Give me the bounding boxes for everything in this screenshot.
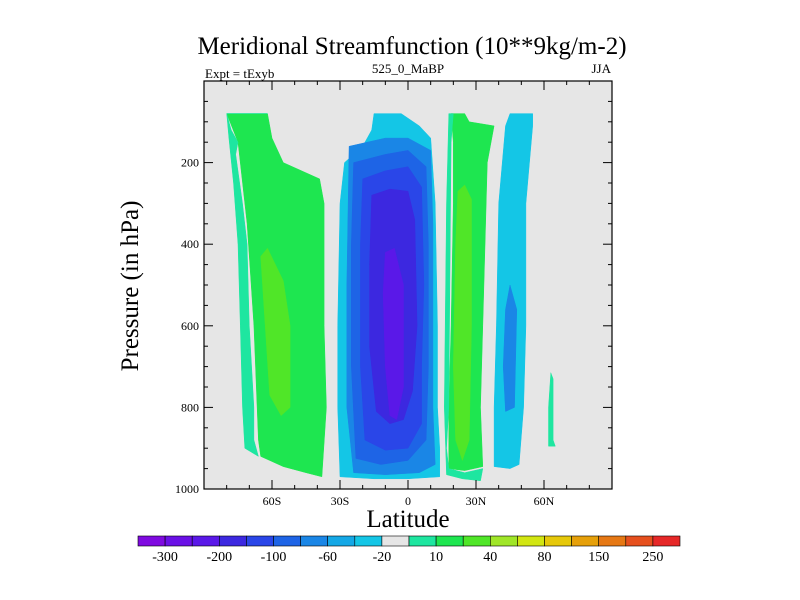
colorbar-swatch xyxy=(137,535,166,547)
colorbar-label: 80 xyxy=(538,550,552,565)
x-axis-ticks: 60S 30S 0 30N 60N xyxy=(203,81,613,508)
colorbar-swatch xyxy=(462,535,491,547)
colorbar-swatch xyxy=(652,535,681,547)
left-string: Expt = tExyb xyxy=(205,66,274,81)
contour-field-13 xyxy=(226,113,268,457)
colorbar-swatch xyxy=(219,535,247,547)
y-tick-label: 200 xyxy=(181,156,199,170)
y-axis-ticks: 200 400 600 800 1000 xyxy=(175,100,612,496)
colorbar-swatch xyxy=(598,535,627,547)
contour-field-2 xyxy=(502,284,518,412)
colorbar-swatch xyxy=(517,535,545,547)
x-tick-label: 60N xyxy=(534,494,555,508)
colorbar-label: 150 xyxy=(588,550,609,565)
contour-fields xyxy=(226,113,556,482)
center-string: 525_0_MaBP xyxy=(372,61,444,76)
colorbar-swatch xyxy=(300,535,329,547)
contour-field-14 xyxy=(548,372,556,447)
right-string: JJA xyxy=(591,61,611,76)
colorbar-label: -20 xyxy=(373,550,392,565)
colorbar-swatch xyxy=(489,535,518,547)
colorbar-swatch xyxy=(408,535,437,547)
colorbar-label: 250 xyxy=(642,550,663,565)
colorbar-swatch xyxy=(164,535,193,547)
y-tick-label: 800 xyxy=(181,400,199,414)
y-tick-label: 400 xyxy=(181,237,199,251)
colorbar-label: -200 xyxy=(206,550,232,565)
colorbar-swatch xyxy=(354,535,383,547)
x-tick-label: 0 xyxy=(405,494,411,508)
colorbar-label: 40 xyxy=(483,550,497,565)
contour-field-12 xyxy=(382,247,404,420)
colorbar-swatch xyxy=(327,535,356,547)
colorbar-swatch xyxy=(435,535,464,547)
chart-title: Meridional Streamfunction (10**9kg/m-2) xyxy=(197,33,626,60)
x-tick-label: 30S xyxy=(331,494,350,508)
plot-area: 60S 30S 0 30N 60N 200 400 600 800 1000 xyxy=(175,80,613,508)
contour-field-4 xyxy=(260,247,291,416)
colorbar-label: 10 xyxy=(429,550,443,565)
colorbar-swatch xyxy=(544,535,572,547)
colorbar-swatch xyxy=(625,535,654,547)
y-tick-label: 1000 xyxy=(175,482,199,496)
x-tick-label: 30N xyxy=(466,494,487,508)
colorbar-label: -300 xyxy=(152,550,178,565)
x-axis-label: Latitude xyxy=(366,506,449,533)
colorbar-label: -60 xyxy=(318,550,337,565)
contour-field-6 xyxy=(453,184,472,462)
y-tick-label: 600 xyxy=(181,319,199,333)
colorbar-swatch xyxy=(191,535,220,547)
x-tick-label: 60S xyxy=(263,494,282,508)
colorbar-swatch xyxy=(273,535,301,547)
y-axis-label: Pressure (in hPa) xyxy=(117,201,144,372)
colorbar-label: -100 xyxy=(261,550,287,565)
colorbar-swatch xyxy=(381,535,410,547)
colorbar: -300 -200 -100 -60 -20 10 40 80 150 250 xyxy=(137,535,681,565)
contour-field-15 xyxy=(444,113,484,482)
colorbar-swatch xyxy=(571,535,599,547)
colorbar-swatch xyxy=(246,535,274,547)
